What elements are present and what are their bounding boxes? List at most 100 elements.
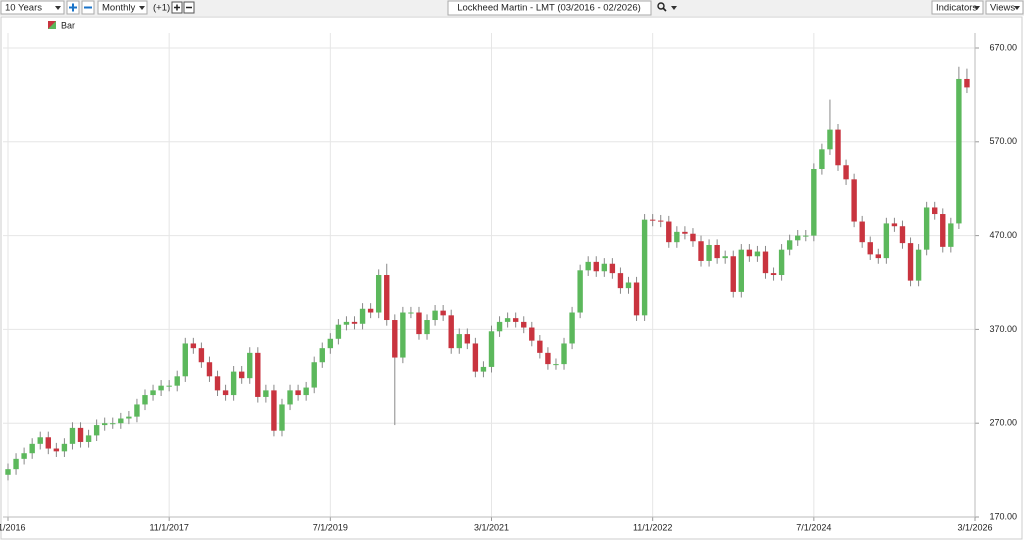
range-select[interactable] [0,0,65,15]
candle-body [464,334,471,344]
candle-body [875,254,881,259]
legend-label: Bar [61,20,75,30]
candle-body [730,256,736,292]
candle-body [561,343,567,365]
candle-body [319,348,325,363]
candle-body [593,261,599,272]
candle-body [795,235,801,241]
candle-body [625,282,632,289]
candle-body [166,385,172,387]
candle-body [803,235,809,237]
candle-body [770,273,777,275]
candle-body [956,78,962,224]
candle-body [303,387,309,396]
indicators-label: Indicators [936,3,977,14]
candle-body [448,315,454,349]
candle-body [424,320,430,335]
candle-body [521,321,527,328]
candle-body [940,214,946,247]
candle-body [214,376,221,391]
candle-body [311,362,317,388]
candle-body [351,321,358,324]
candle-body [61,443,68,452]
candle-body [359,308,366,324]
candle-body [69,427,76,444]
candle-body [440,310,446,316]
candle-body [496,321,503,332]
candle-body [714,244,720,259]
candle-body [480,366,487,372]
candle-body [110,423,116,425]
candle-body [158,385,164,391]
candle-body [432,310,438,321]
candle-body [658,220,664,222]
candle-body [295,390,301,396]
candle-body [13,458,19,470]
interval-label: Monthly [102,3,136,14]
candle-body [512,318,519,322]
candle-body [883,223,890,259]
plus-icon [69,3,77,12]
candle-body [778,249,785,275]
candle-body [488,331,495,367]
candle-body [545,352,551,365]
candle-body [134,404,140,417]
chart-frame [0,16,1023,540]
y-tick-label: 370.00 [989,324,1017,334]
candle-body [601,263,608,272]
candle-body [923,207,930,250]
candle-body [367,308,374,313]
candle-body [93,425,100,436]
dropdown-arrow [55,6,61,10]
dropdown-arrow [974,6,980,10]
interval-select[interactable] [97,0,148,15]
candle-body [375,275,382,313]
candle-body [279,404,285,431]
plus-icon [174,4,180,11]
x-tick-label: 11/1/2017 [149,522,188,532]
indicators-button[interactable] [931,0,984,15]
x-tick-label: 3/1/2021 [474,522,509,532]
y-tick-label: 270.00 [989,418,1017,428]
x-tick-label: 7/1/2019 [313,522,348,532]
candle-body [29,443,35,454]
candle-body [698,241,704,261]
candle-body [392,320,398,358]
candle-body [529,327,535,341]
candle-body [851,179,857,222]
candle-body [811,169,817,236]
candle-body [21,453,27,459]
candle-body [174,376,180,386]
candle-body [738,249,745,292]
candle-body [964,78,970,88]
candle-body [198,348,205,363]
candle-body [948,223,954,247]
candle-body [53,448,60,452]
symbol-box[interactable] [447,0,652,16]
candle-body [690,233,696,242]
chart-title: Lockheed Martin - LMT (03/2016 - 02/2026… [457,3,641,14]
candle-body [190,343,197,349]
candle-body [932,207,938,215]
dropdown-arrow [139,6,145,10]
candle-body [786,240,793,250]
candle-body [722,256,728,259]
candle-body [126,416,132,419]
candle-body [263,390,269,397]
search-icon[interactable] [657,2,665,10]
candle-body [504,318,511,322]
candle-body [891,223,898,227]
candle-body [585,261,591,271]
legend-icon-green [48,21,56,29]
views-button[interactable] [985,0,1024,15]
search-icon-handle [662,7,667,12]
candle-body [85,435,92,442]
dropdown-arrow [671,6,677,10]
range-label: 10 Years [5,3,42,14]
candle-body [238,371,245,379]
candle-body [335,324,342,339]
candle-body [762,251,769,274]
candle-body [843,165,849,180]
